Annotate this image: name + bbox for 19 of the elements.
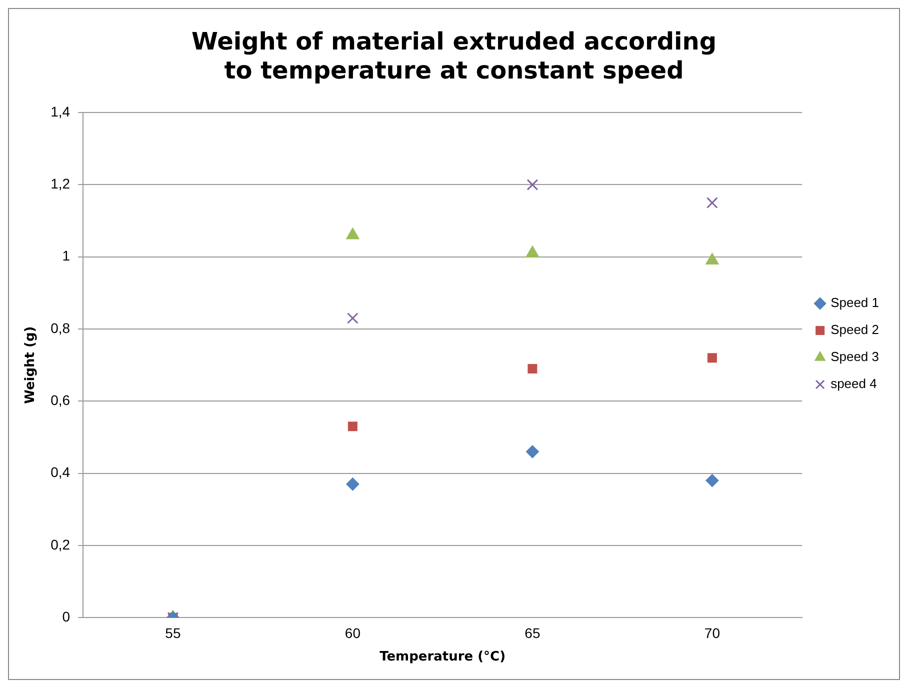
x-tick-label: 60 [344, 624, 361, 641]
legend-label: speed 4 [830, 376, 877, 392]
chart-title: Weight of material extruded according to temperature at constant speed [191, 28, 717, 84]
y-tick-label: 1 [62, 248, 70, 264]
y-tick-label: 0,8 [50, 320, 70, 336]
x-tick-label: 65 [524, 624, 540, 641]
y-tick-label: 1,2 [50, 176, 70, 192]
y-tick-label: 0,2 [50, 536, 70, 552]
y-tick-label: 0 [62, 608, 70, 624]
x-tick-label: 70 [704, 624, 720, 641]
x-tick-label: 55 [165, 624, 181, 641]
x-axis-title: Temperature (°C) [380, 650, 506, 665]
y-tick-label: 0,6 [50, 392, 70, 408]
y-axis-title: Weight (g) [23, 326, 38, 404]
y-tick-label: 0,4 [50, 464, 70, 480]
legend-label: Speed 2 [830, 322, 880, 338]
y-tick-label: 1,4 [50, 103, 70, 120]
legend-label: Speed 1 [830, 295, 880, 310]
legend-label: Speed 3 [830, 349, 880, 364]
